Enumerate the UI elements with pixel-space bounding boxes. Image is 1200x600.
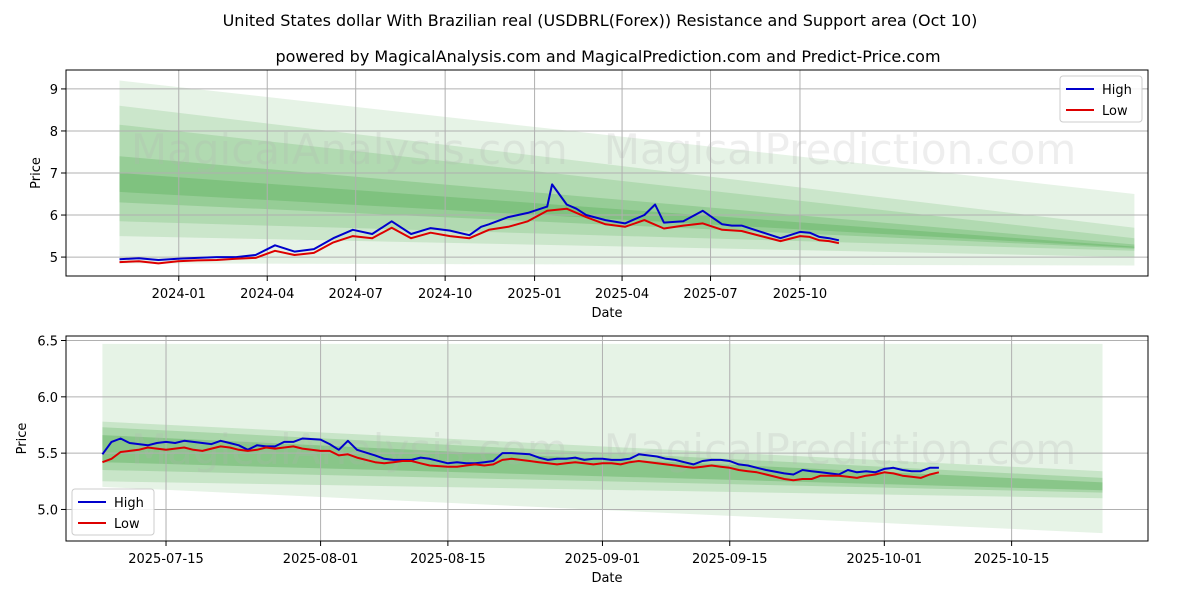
watermark-text: MagicalPrediction.com xyxy=(604,125,1077,174)
support-resistance-band xyxy=(119,124,1135,251)
x-tick-label: 2025-10-01 xyxy=(847,552,923,567)
chart-title: United States dollar With Brazilian real… xyxy=(223,11,978,30)
support-resistance-band xyxy=(119,156,1135,249)
y-tick-label: 6.5 xyxy=(37,335,58,350)
y-tick-label: 5.5 xyxy=(37,447,58,462)
high-series-line xyxy=(119,183,840,261)
x-tick-label: 2024-10 xyxy=(418,287,472,302)
x-tick-label: 2025-10-15 xyxy=(974,552,1050,567)
x-axis-label: Date xyxy=(591,306,622,321)
legend-label-high: High xyxy=(1102,83,1132,98)
x-tick-label: 2025-09-01 xyxy=(565,552,641,567)
plot-area: MagicalAnalysis.com MagicalPrediction.com xyxy=(66,336,1148,541)
low-series-line xyxy=(102,445,940,482)
support-resistance-band xyxy=(119,173,1135,248)
y-axis-label: Price xyxy=(29,157,44,189)
y-tick-label: 5.0 xyxy=(37,503,58,518)
x-tick-label: 2025-01 xyxy=(507,287,561,302)
x-tick-label: 2025-09-15 xyxy=(692,552,768,567)
y-tick-label: 6 xyxy=(50,209,58,224)
plot-frame xyxy=(65,335,1149,542)
x-tick-label: 2025-08-15 xyxy=(410,552,486,567)
x-tick-label: 2025-10 xyxy=(773,287,827,302)
low-series-line xyxy=(119,207,840,265)
y-tick-label: 7 xyxy=(50,167,58,182)
watermark-text: MagicalPrediction.com xyxy=(604,425,1077,474)
plot-area: MagicalAnalysis.com MagicalPrediction.com xyxy=(66,70,1148,276)
legend: High Low xyxy=(71,488,155,536)
watermark-text: MagicalAnalysis.com xyxy=(131,125,568,174)
x-tick-label: 2025-04 xyxy=(595,287,649,302)
legend: High Low xyxy=(1059,75,1143,123)
legend-label-high: High xyxy=(114,496,144,511)
high-series-line xyxy=(101,437,939,476)
support-resistance-band xyxy=(119,105,1135,258)
legend-label-low: Low xyxy=(1102,104,1128,119)
y-tick-label: 9 xyxy=(50,83,58,98)
x-tick-label: 2025-08-01 xyxy=(283,552,359,567)
chart-subtitle: powered by MagicalAnalysis.com and Magic… xyxy=(275,47,940,66)
legend-label-low: Low xyxy=(114,517,140,532)
y-tick-label: 5 xyxy=(50,251,58,266)
x-axis-label: Date xyxy=(591,571,622,586)
top-chart-panel: MagicalAnalysis.com MagicalPrediction.com… xyxy=(29,69,1149,321)
x-tick-label: 2025-07-15 xyxy=(128,552,204,567)
y-tick-label: 6.0 xyxy=(37,391,58,406)
bottom-chart-panel: MagicalAnalysis.com MagicalPrediction.com… xyxy=(15,335,1149,586)
x-tick-label: 2024-01 xyxy=(152,287,206,302)
x-tick-label: 2025-07 xyxy=(683,287,737,302)
y-tick-label: 8 xyxy=(50,125,58,140)
watermark-text: MagicalAnalysis.com xyxy=(131,425,568,474)
y-axis-label: Price xyxy=(15,423,30,455)
x-tick-label: 2024-04 xyxy=(240,287,294,302)
x-tick-label: 2024-07 xyxy=(329,287,383,302)
